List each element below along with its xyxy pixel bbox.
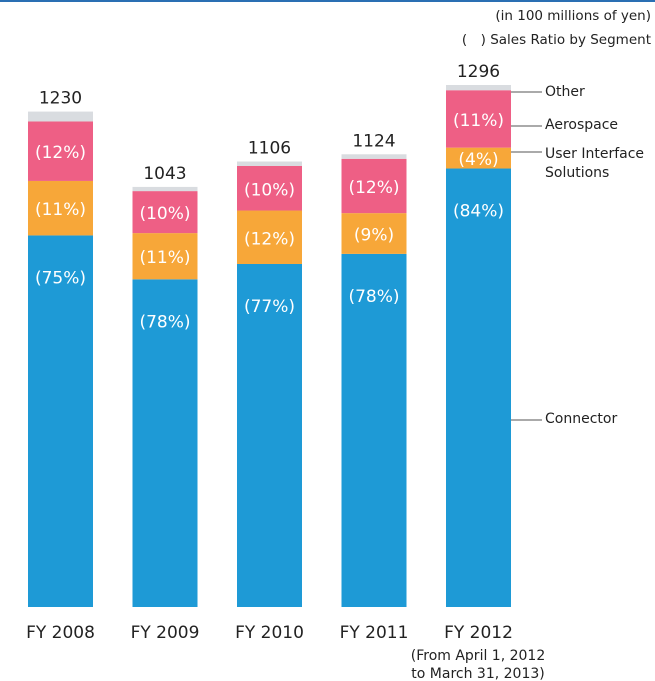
value-label: (4%) — [458, 150, 498, 170]
x-tick-label: FY 2012 — [444, 623, 513, 643]
bar-segment — [446, 147, 511, 169]
value-label: (78%) — [348, 287, 399, 307]
annotation: (From April 1, 2012 — [411, 648, 545, 664]
legend-label: Connector — [545, 411, 618, 427]
bar-segment — [237, 263, 302, 607]
value-label: (75%) — [35, 268, 86, 288]
value-label: (10%) — [244, 180, 295, 200]
bar-segment — [132, 279, 198, 607]
bar-segment — [446, 90, 511, 148]
value-label: (12%) — [348, 178, 399, 198]
bar-segment — [237, 161, 302, 166]
annotation: to March 31, 2013) — [411, 666, 544, 681]
value-label: (77%) — [244, 297, 295, 317]
value-label: (84%) — [453, 202, 504, 222]
value-label: (78%) — [139, 312, 190, 332]
bar-segment — [341, 213, 407, 254]
bar-segment — [341, 253, 407, 608]
total-label: 1230 — [39, 89, 82, 109]
value-label: (12%) — [244, 229, 295, 249]
subtitle: ( ) Sales Ratio by Segment — [462, 32, 651, 48]
bar-segment — [237, 165, 302, 211]
legend-label: Other — [545, 84, 585, 100]
total-label: 1296 — [457, 62, 500, 82]
bar-segment — [28, 235, 93, 607]
bar-segment — [132, 233, 198, 280]
bar-segment — [446, 85, 511, 91]
bar-segment — [237, 210, 302, 264]
bar-segment — [132, 186, 198, 192]
total-label: 1043 — [143, 164, 186, 184]
x-tick-label: FY 2010 — [235, 623, 304, 643]
bar-segment — [132, 191, 198, 234]
bar-segment — [341, 158, 407, 214]
x-tick-label: FY 2008 — [26, 623, 95, 643]
legend-label: Aerospace — [545, 117, 619, 133]
bar-segment — [28, 111, 93, 122]
header-rule — [0, 0, 655, 2]
value-label: (12%) — [35, 143, 86, 163]
bar-segment — [446, 168, 511, 607]
total-label: 1106 — [248, 139, 291, 159]
value-label: (11%) — [35, 200, 86, 220]
bar-segment — [341, 154, 407, 159]
bar-segment — [28, 121, 93, 181]
value-label: (11%) — [453, 111, 504, 131]
x-tick-label: FY 2011 — [340, 623, 409, 643]
legend-label: User Interface Solutions — [545, 146, 645, 181]
value-label: (10%) — [139, 204, 190, 224]
units: (in 100 millions of yen) — [495, 8, 651, 24]
total-label: 1124 — [352, 131, 395, 151]
value-label: (11%) — [139, 248, 190, 268]
bar-segment — [28, 180, 93, 236]
x-tick-label: FY 2009 — [131, 623, 200, 643]
value-label: (9%) — [354, 226, 394, 246]
